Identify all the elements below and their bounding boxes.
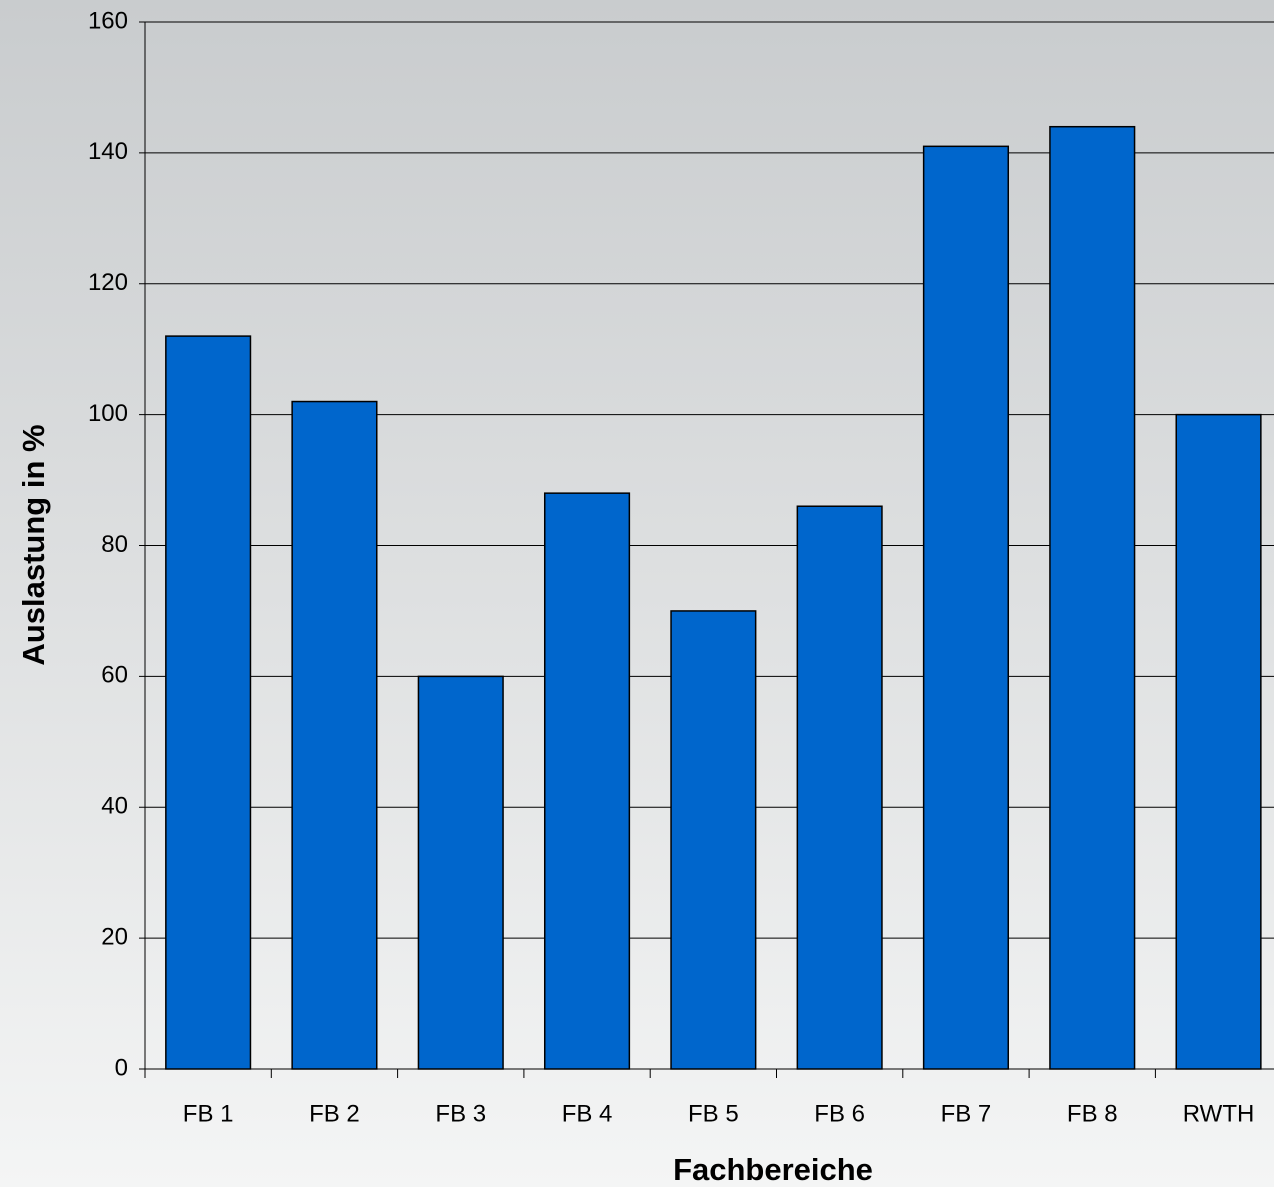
y-tick-label: 60: [101, 662, 128, 689]
y-axis-title: Auslastung in %: [16, 424, 51, 665]
x-tick-label: FB 2: [309, 1100, 360, 1127]
bar: [1049, 125, 1136, 1070]
x-axis-title: Fachbereiche: [673, 1152, 873, 1187]
x-tick-label: FB 7: [941, 1100, 992, 1127]
x-tick-label: FB 6: [814, 1100, 865, 1127]
bar: [670, 610, 757, 1070]
bar: [1175, 413, 1262, 1070]
bar: [291, 400, 378, 1070]
bar: [796, 505, 883, 1070]
bar: [417, 675, 504, 1070]
y-tick-label: 80: [101, 531, 128, 558]
y-tick-label: 20: [101, 923, 128, 950]
x-tick-label: FB 3: [435, 1100, 486, 1127]
x-tick-label: RWTH: [1183, 1100, 1255, 1127]
y-tick-label: 120: [88, 269, 128, 296]
y-tick-label: 0: [115, 1054, 128, 1081]
y-tick-label: 160: [88, 7, 128, 34]
y-tick-label: 100: [88, 400, 128, 427]
x-tick-label: FB 1: [183, 1100, 234, 1127]
y-tick-label: 40: [101, 793, 128, 820]
bar: [165, 335, 252, 1070]
x-tick-label: FB 5: [688, 1100, 739, 1127]
x-tick-label: FB 4: [562, 1100, 613, 1127]
y-tick-label: 140: [88, 138, 128, 165]
bar: [922, 145, 1010, 1070]
x-tick-label: FB 8: [1067, 1100, 1118, 1127]
bar: [543, 492, 631, 1070]
